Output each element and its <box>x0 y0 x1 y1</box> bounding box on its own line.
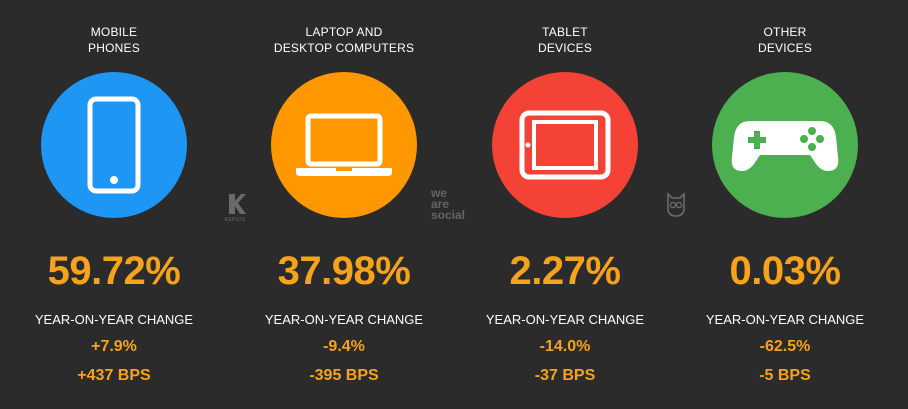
mobile-phone-icon <box>87 96 141 194</box>
category-laptop-desktop: LAPTOP AND DESKTOP COMPUTERS 37.98% YEAR… <box>234 0 454 409</box>
we-are-social-line2: are <box>431 197 450 211</box>
category-mobile-phones: MOBILE PHONES 59.72% YEAR-ON-YEAR CHANGE… <box>4 0 224 409</box>
we-are-social-line3: social <box>431 208 466 222</box>
yoy-percent-change: -9.4% <box>323 338 365 355</box>
kepios-label: KEPIOS <box>224 217 246 223</box>
yoy-label: YEAR-ON-YEAR CHANGE <box>705 312 865 327</box>
share-value: 37.98% <box>277 249 411 293</box>
category-title: MOBILE PHONES <box>4 24 224 56</box>
yoy-percent-change: +7.9% <box>91 338 137 355</box>
yoy-percent-change: -62.5% <box>759 338 811 355</box>
category-title-line2: PHONES <box>88 41 140 55</box>
yoy-bps-change: -5 BPS <box>759 367 811 384</box>
category-title-line2: DEVICES <box>537 41 593 55</box>
category-tablet-devices: TABLET DEVICES 2.27% YEAR-ON-YEAR CHANGE… <box>455 0 675 409</box>
yoy-percent-change: -14.0% <box>539 338 591 355</box>
yoy-bps-change: -395 BPS <box>309 367 379 384</box>
yoy-bps-change: +437 BPS <box>77 367 151 384</box>
category-title: OTHER DEVICES <box>675 24 895 56</box>
we-are-social-line1: we <box>431 186 448 200</box>
category-title-line1: LAPTOP AND <box>305 25 383 39</box>
category-title-line2: DESKTOP COMPUTERS <box>273 41 415 55</box>
game-controller-icon <box>731 121 839 171</box>
hootsuite-owl-logo <box>664 192 688 218</box>
yoy-bps-change: -37 BPS <box>534 367 596 384</box>
share-value: 0.03% <box>729 249 841 293</box>
we-are-social-logo: we are social <box>431 186 487 222</box>
share-value: 59.72% <box>47 249 181 293</box>
category-title: TABLET DEVICES <box>455 24 675 56</box>
category-circle <box>712 72 858 218</box>
yoy-label: YEAR-ON-YEAR CHANGE <box>34 312 194 327</box>
kepios-logo: KEPIOS <box>222 192 248 228</box>
category-circle <box>492 72 638 218</box>
category-circle <box>41 72 187 218</box>
share-value: 2.27% <box>509 249 621 293</box>
category-title-line1: MOBILE <box>90 25 138 39</box>
kepios-mark-icon <box>229 194 246 214</box>
owl-icon <box>667 192 685 217</box>
category-other-devices: OTHER DEVICES 0.03% YEAR-ON-YEAR CHANGE … <box>675 0 895 409</box>
category-title: LAPTOP AND DESKTOP COMPUTERS <box>234 24 454 56</box>
laptop-icon <box>296 113 392 176</box>
category-title-line2: DEVICES <box>757 41 813 55</box>
category-title-line1: TABLET <box>542 25 588 39</box>
tablet-icon <box>519 110 611 180</box>
category-title-line1: OTHER <box>763 25 807 39</box>
yoy-label: YEAR-ON-YEAR CHANGE <box>485 312 645 327</box>
yoy-label: YEAR-ON-YEAR CHANGE <box>264 312 424 327</box>
category-circle <box>271 72 417 218</box>
